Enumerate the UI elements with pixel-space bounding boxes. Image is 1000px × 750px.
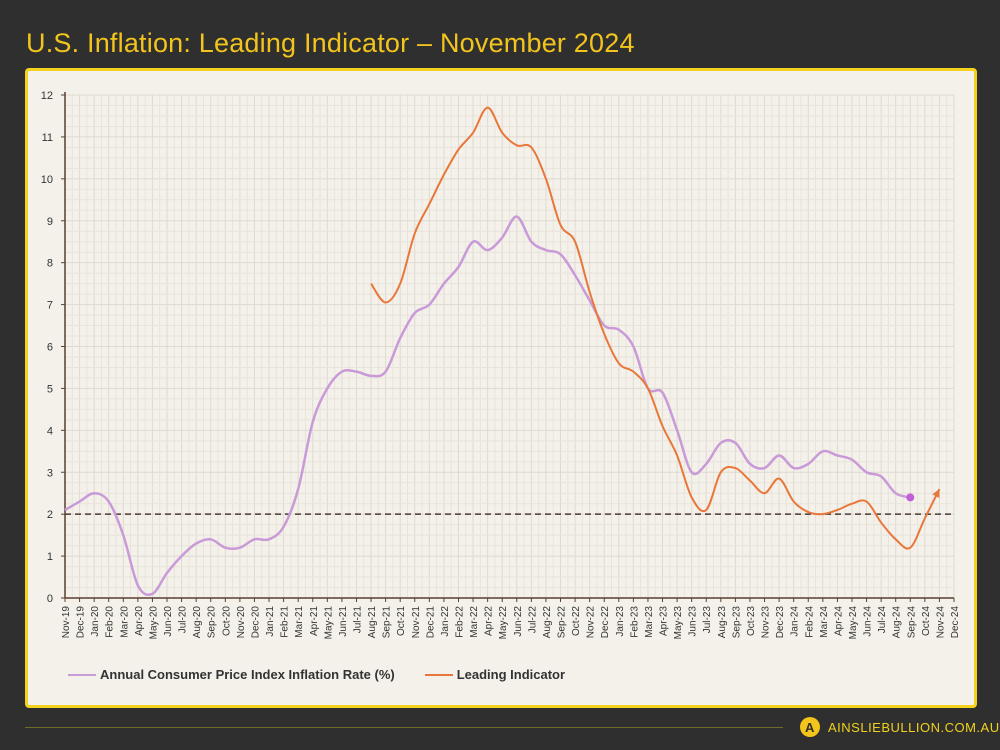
x-tick-label: Dec-24 [950, 606, 961, 639]
legend: Annual Consumer Price Index Inflation Ra… [68, 667, 565, 682]
y-tick-label: 11 [42, 132, 53, 144]
x-tick-label: Oct-22 [571, 606, 582, 636]
x-tick-label: Jul-23 [702, 606, 713, 634]
x-tick-label: Jul-21 [352, 606, 363, 634]
x-tick-label: Feb-24 [804, 606, 815, 638]
legend-item-leading: Leading Indicator [424, 667, 566, 682]
x-tick-label: Jun-21 [338, 606, 349, 637]
x-tick-label: Mar-22 [469, 606, 480, 638]
x-tick-label: Aug-24 [892, 606, 903, 639]
legend-item-cpi: Annual Consumer Price Index Inflation Ra… [68, 667, 395, 682]
x-tick-label: Dec-21 [425, 606, 436, 639]
x-tick-label: Mar-24 [819, 606, 830, 638]
x-tick-label: May-23 [673, 606, 684, 640]
x-tick-label: Jun-24 [863, 606, 874, 637]
x-tick-label: Jan-24 [790, 606, 801, 637]
x-tick-label: Oct-21 [396, 606, 407, 636]
cpi-end-marker [906, 493, 915, 502]
x-tick-label: Feb-20 [105, 606, 116, 638]
x-tick-label: Nov-24 [935, 606, 946, 639]
x-tick-label: Sep-21 [382, 606, 393, 639]
y-tick-label: 10 [41, 174, 53, 186]
legend-label-cpi: Annual Consumer Price Index Inflation Ra… [100, 667, 395, 682]
footer-brand[interactable]: A AINSLIEBULLION.COM.AU [800, 717, 1000, 737]
x-tick-label: Mar-21 [294, 606, 305, 638]
x-tick-label: May-22 [498, 606, 509, 640]
x-tick-label: Nov-22 [586, 606, 597, 639]
series-line-leading [370, 106, 941, 550]
x-tick-label: Nov-20 [236, 606, 247, 639]
x-tick-label: Aug-23 [717, 606, 728, 639]
x-tick-label: May-24 [848, 606, 859, 640]
x-tick-label: Dec-19 [76, 606, 87, 639]
y-tick-label: 1 [47, 551, 53, 563]
page-title: U.S. Inflation: Leading Indicator – Nove… [26, 28, 635, 58]
y-tick-label: 5 [47, 383, 53, 395]
legend-label-leading: Leading Indicator [456, 667, 566, 682]
brand-url[interactable]: AINSLIEBULLION.COM.AU [828, 719, 1000, 735]
x-tick-label: Jul-24 [877, 606, 888, 634]
x-tick-label: Apr-24 [833, 606, 844, 636]
x-tick-label: Aug-20 [192, 606, 203, 639]
x-tick-label: Dec-20 [250, 606, 261, 639]
x-tick-label: Feb-21 [280, 606, 291, 638]
x-tick-label: Apr-22 [484, 606, 495, 636]
x-tick-label: Oct-23 [746, 606, 757, 636]
x-tick-label: Oct-20 [221, 606, 232, 636]
y-tick-label: 3 [47, 467, 53, 479]
x-tick-label: Dec-23 [775, 606, 786, 639]
series-line-cpi [64, 215, 911, 597]
leading-arrow-icon [932, 489, 940, 498]
chart-card: 0 1 2 3 4 5 6 7 8 9 10 11 12 Nov-19 Dec-19 Jan-20 Feb-20… [25, 68, 977, 708]
x-tick-label: Jan-20 [90, 606, 101, 637]
y-tick-label: 6 [47, 342, 53, 354]
x-tick-label: Sep-24 [906, 606, 917, 639]
footer-divider [25, 727, 783, 728]
x-tick-label: Feb-23 [629, 606, 640, 638]
x-tick-label: Apr-21 [309, 606, 320, 636]
y-tick-label: 7 [47, 300, 53, 312]
legend-swatch-leading [424, 673, 453, 676]
x-tick-label: Feb-22 [454, 606, 465, 638]
y-tick-label: 0 [47, 593, 53, 605]
y-tick-label: 8 [47, 258, 53, 270]
x-tick-label: Nov-23 [761, 606, 772, 639]
x-tick-label: Aug-21 [367, 606, 378, 639]
y-tick-label: 2 [47, 509, 53, 521]
x-tick-label: Mar-20 [119, 606, 130, 638]
x-tick-label: Sep-22 [557, 606, 568, 639]
y-tick-label: 4 [47, 425, 53, 437]
x-tick-label: May-21 [323, 606, 334, 640]
x-tick-label: Aug-22 [542, 606, 553, 639]
legend-swatch-cpi [68, 673, 96, 676]
x-tick-label: Jun-23 [688, 606, 699, 637]
x-tick-label: Sep-23 [731, 606, 742, 639]
x-tick-label: Nov-21 [411, 606, 422, 639]
ainslie-logo-icon: A [800, 717, 820, 737]
x-tick-label: Jul-22 [527, 606, 538, 634]
x-tick-label: Apr-20 [134, 606, 145, 636]
x-tick-label: Apr-23 [659, 606, 670, 636]
x-tick-label: Jun-20 [163, 606, 174, 637]
x-tick-label: Jul-20 [178, 606, 189, 634]
x-tick-label: Oct-24 [921, 606, 932, 636]
x-tick-label: Jan-23 [615, 606, 626, 637]
y-tick-label: 12 [41, 90, 53, 102]
x-tick-label: Jan-22 [440, 606, 451, 637]
x-tick-label: Dec-22 [600, 606, 611, 639]
y-tick-label: 9 [47, 216, 53, 228]
x-tick-label: Sep-20 [207, 606, 218, 639]
x-tick-label: Jan-21 [265, 606, 276, 637]
x-tick-label: Nov-19 [61, 606, 72, 639]
x-tick-label: Jun-22 [513, 606, 524, 637]
x-tick-label: May-20 [148, 606, 159, 640]
x-tick-label: Mar-23 [644, 606, 655, 638]
